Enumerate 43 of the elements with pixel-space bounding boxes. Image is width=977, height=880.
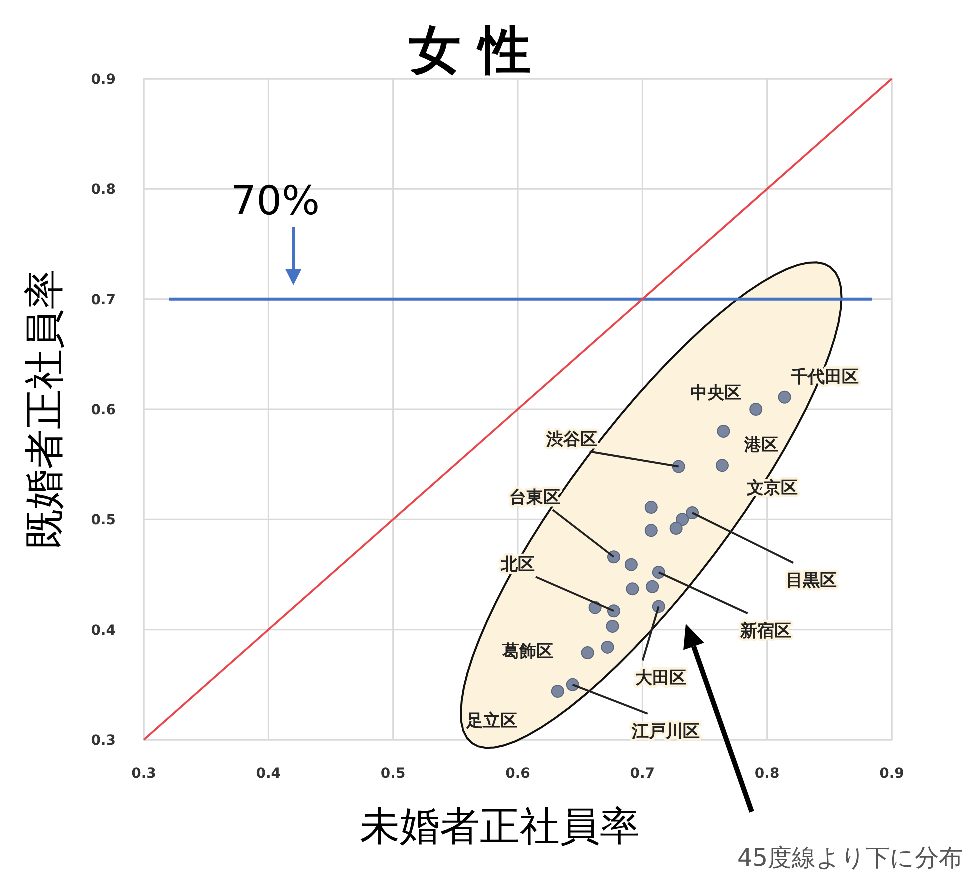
y-tick-label: 0.5 <box>91 512 116 529</box>
y-tick-label: 0.8 <box>91 182 116 198</box>
point <box>676 513 690 526</box>
y-axis-title: 既婚者正社員率 <box>22 270 68 550</box>
chart-title: 女 性 <box>408 21 532 81</box>
point <box>551 685 564 698</box>
point <box>750 403 763 416</box>
annotation: 江戸川区 <box>630 722 700 742</box>
annotation: 港区 <box>744 436 779 456</box>
x-tick-label: 0.8 <box>754 766 780 782</box>
ref-line-label: 70% <box>231 178 320 224</box>
y-tick-label: 0.6 <box>91 402 116 418</box>
annotation: 大田区 <box>635 668 686 689</box>
annotation: 目黒区 <box>786 571 838 592</box>
x-axis-title: 未婚者正社員率 <box>360 804 640 850</box>
x-tick-label: 0.6 <box>506 766 530 782</box>
point <box>717 425 730 438</box>
x-tick-label: 0.4 <box>256 766 282 782</box>
annotation: 新宿区 <box>739 622 792 642</box>
annotation: 足立区 <box>465 712 518 732</box>
point <box>624 558 638 572</box>
point <box>626 582 640 596</box>
x-tick-label: 0.9 <box>880 766 904 782</box>
point <box>716 459 729 472</box>
point <box>581 646 594 660</box>
point <box>601 640 614 654</box>
y-tick-label: 0.7 <box>91 292 116 308</box>
x-tick-label: 0.3 <box>132 766 156 782</box>
point <box>644 501 658 514</box>
y-tick-label: 0.3 <box>91 733 116 749</box>
annotation: 葛飾区 <box>501 642 554 662</box>
point <box>646 580 660 594</box>
point <box>670 522 683 535</box>
point <box>778 390 792 404</box>
point <box>606 620 620 634</box>
x-tick-label: 0.5 <box>380 766 406 782</box>
point <box>644 524 658 538</box>
annotation: 中央区 <box>690 384 742 404</box>
x-tick-label: 0.7 <box>630 766 656 782</box>
y-tick-label: 0.4 <box>91 622 116 639</box>
y-tick-label: 0.9 <box>91 72 116 88</box>
annotation: 渋谷区 <box>545 430 598 450</box>
text: 45度線より下に分布 <box>737 844 963 872</box>
